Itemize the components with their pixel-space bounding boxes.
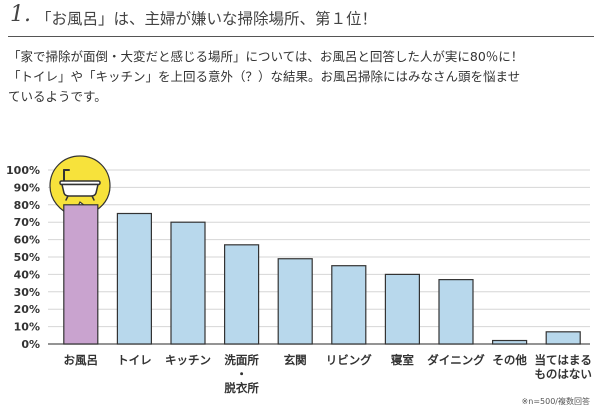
sample-note: ※n=500/複数回答 (521, 397, 590, 406)
x-category-label: お風呂 (64, 353, 99, 367)
y-tick-label: 70% (14, 216, 40, 229)
y-tick-label: 20% (14, 303, 40, 316)
intro-line: 「トイレ」や「キッチン」を上回る意外（？）な結果。お風呂掃除にはみなさん頭を悩ま… (8, 69, 521, 84)
bar (277, 258, 313, 345)
intro-line: ているようです。 (8, 89, 107, 104)
x-category-label: 玄関 (284, 353, 307, 367)
callout (49, 155, 111, 217)
bar-chart: 0% 10% 20% 30% 40% 50% 60% 70% 80% 90% 100% お風呂 トイレ… (6, 155, 592, 394)
bar (331, 265, 367, 345)
x-category-label: ・ (236, 367, 248, 381)
heading-text: 「お風呂」は、主婦が嫌いな掃除場所、第１位！ (36, 10, 378, 28)
y-tick-label: 90% (14, 181, 40, 194)
x-category-label: 寝室 (391, 353, 414, 367)
y-axis-ticks: 0% 10% 20% 30% 40% 50% 60% 70% 80% 90% 100% (6, 164, 40, 351)
x-category-label: 当てはまる (535, 353, 592, 367)
y-tick-label: 10% (14, 321, 40, 334)
x-category-label: ものはない (534, 367, 592, 381)
y-tick-label: 40% (14, 268, 40, 281)
bar (116, 212, 153, 345)
intro-paragraph: 「家で掃除が面倒・大変だと感じる場所」については、お風呂と回答した人が実に80％… (8, 47, 594, 107)
bar (224, 244, 260, 345)
x-category-label: リビング (326, 353, 372, 367)
heading-underline (8, 36, 594, 37)
heading-number: 1. (10, 2, 31, 27)
y-tick-label: 0% (21, 338, 40, 351)
y-tick-label: 30% (14, 286, 40, 299)
y-tick-label: 50% (14, 251, 40, 264)
y-tick-label: 80% (14, 199, 40, 212)
bar (170, 221, 206, 345)
x-category-label: 洗面所 (224, 353, 259, 367)
x-category-label: トイレ (117, 353, 152, 367)
x-category-label: その他 (492, 353, 527, 367)
x-category-label: 脱衣所 (224, 381, 259, 394)
bar (438, 279, 474, 345)
bars (63, 204, 581, 345)
y-tick-label: 100% (6, 164, 40, 177)
y-tick-label: 60% (14, 234, 40, 247)
x-category-label: ダイニング (427, 353, 485, 367)
bar (384, 273, 420, 345)
bathtub-icon (59, 169, 101, 201)
bar (63, 204, 99, 345)
x-category-label: キッチン (165, 353, 211, 367)
section-heading: 1. 「お風呂」は、主婦が嫌いな掃除場所、第１位！ (8, 0, 594, 37)
x-axis-labels: お風呂 トイレ キッチン 洗面所・脱衣所 玄関 リビング 寝室 ダイニング その他 当てはまるもの… (64, 353, 592, 394)
bar (492, 339, 528, 345)
intro-line: 「家で掃除が面倒・大変だと感じる場所」については、お風呂と回答した人が実に80％… (8, 49, 524, 64)
bar (545, 331, 581, 345)
